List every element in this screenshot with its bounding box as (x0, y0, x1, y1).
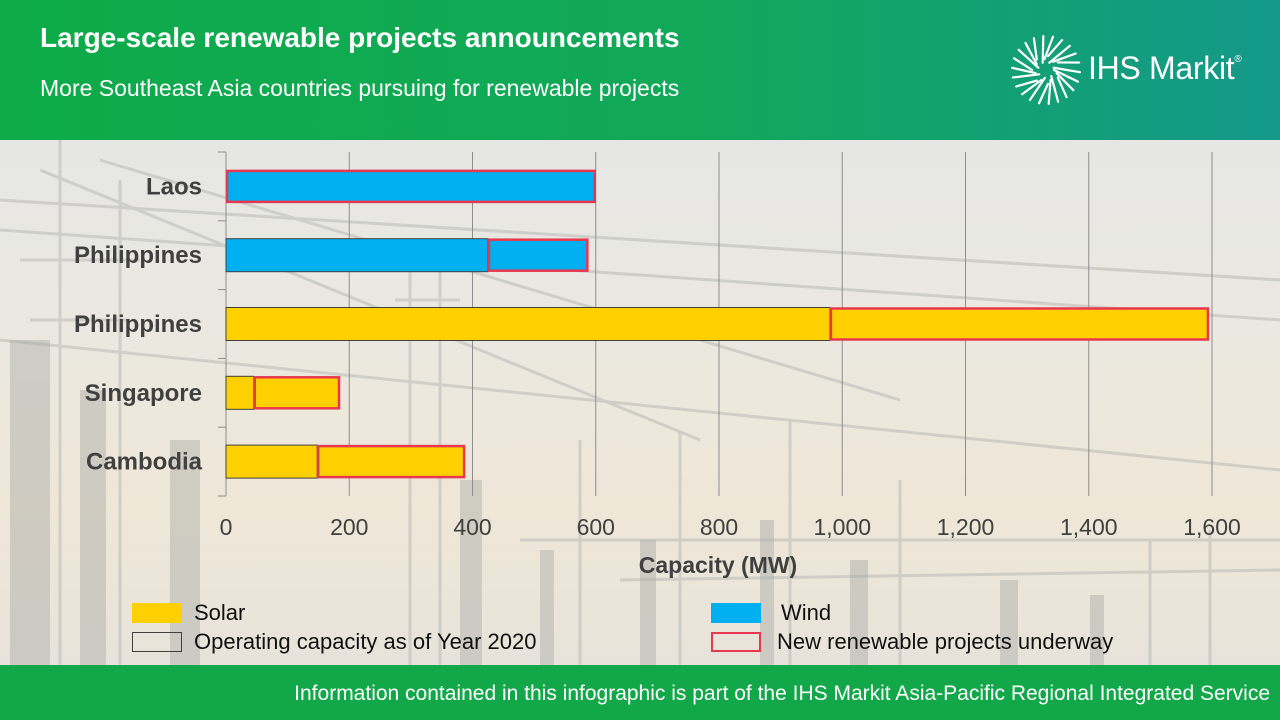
category-label: Singapore (85, 380, 202, 407)
logo-ray (1010, 66, 1037, 75)
logo-ray (1021, 78, 1043, 96)
page-title: Large-scale renewable projects announcem… (40, 22, 680, 53)
legend-swatch-wind (711, 603, 761, 623)
bar-new-projects-wind (487, 238, 589, 272)
logo-ray (1047, 78, 1052, 105)
category-label: Philippines (74, 311, 202, 338)
logo-ray (1017, 48, 1040, 69)
logo-ray (1052, 66, 1082, 74)
legend-label-new-projects: New renewable projects underway (777, 629, 1114, 654)
legend-label-wind: Wind (781, 600, 832, 625)
legend-label-solar: Solar (194, 600, 246, 625)
legend-label-operating: Operating capacity as of Year 2020 (194, 629, 537, 654)
bar-operating-solar (225, 375, 255, 410)
logo-ray (1055, 71, 1075, 92)
category-label: Laos (146, 173, 202, 200)
logo-ray (1011, 73, 1041, 79)
bar-new-projects-solar (316, 444, 466, 479)
logo-ray (1043, 35, 1055, 61)
x-axis-title: Capacity (MW) (639, 552, 797, 578)
logo-ray (1041, 35, 1045, 64)
legend-swatch-operating (132, 632, 182, 652)
x-tick-label: 0 (220, 514, 233, 540)
logo-ray (1046, 38, 1064, 58)
logo-ray (1024, 41, 1038, 66)
bar-operating-solar (225, 307, 831, 341)
category-label: Cambodia (86, 449, 203, 476)
logo-ray (1032, 37, 1038, 61)
x-tick-label: 400 (453, 514, 491, 540)
x-tick-label: 1,000 (813, 514, 871, 540)
category-label: Philippines (74, 242, 202, 269)
bar-new-projects-solar (829, 307, 1210, 341)
x-tick-label: 200 (330, 514, 368, 540)
logo-ray (1012, 57, 1034, 72)
starburst-logo-icon (1010, 35, 1082, 105)
legend-swatch-new-projects (711, 632, 761, 652)
bars (225, 169, 1210, 479)
logo-ray (1037, 82, 1050, 105)
category-labels: Laos Philippines Philippines Singapore Cambo… (74, 173, 203, 475)
x-tick-label: 1,400 (1060, 514, 1118, 540)
registered-mark: ® (1234, 54, 1242, 65)
logo-ray (1048, 44, 1071, 64)
bar-operating-solar (225, 444, 318, 479)
power-substation-background (0, 140, 1280, 665)
x-tick-label: 1,600 (1183, 514, 1241, 540)
ihs-markit-logo: IHS Markit® (1010, 34, 1260, 108)
x-tick-label: 800 (700, 514, 738, 540)
chart-area: Laos Philippines Philippines Singapore Cambo… (0, 140, 1280, 665)
footer-text: Information contained in this infographi… (294, 682, 1270, 705)
x-tick-label: 600 (577, 514, 615, 540)
page-subtitle: More Southeast Asia countries pursuing f… (40, 75, 680, 101)
bar-new-projects-solar (253, 376, 341, 410)
logo-ray (1050, 74, 1060, 103)
logo-ray (1052, 68, 1080, 83)
logo-text: IHS Markit (1088, 50, 1235, 86)
legend-swatch-solar (132, 603, 182, 623)
bar-operating-wind (225, 238, 489, 273)
logo-ray (1015, 79, 1038, 88)
footer-banner: Information contained in this infographi… (0, 665, 1280, 720)
bar-new-projects-wind (225, 169, 596, 204)
bar-chart: Laos Philippines Philippines Singapore Cambo… (74, 151, 1241, 578)
logo-ray (1056, 76, 1068, 99)
x-tick-labels: 0 200 400 600 800 1,000 1,200 1,400 1,600 (220, 514, 1241, 540)
header-banner: Large-scale renewable projects announcem… (0, 0, 1280, 140)
logo-ray (1028, 76, 1046, 102)
x-tick-label: 1,200 (937, 514, 995, 540)
logo-ray (1052, 52, 1077, 63)
